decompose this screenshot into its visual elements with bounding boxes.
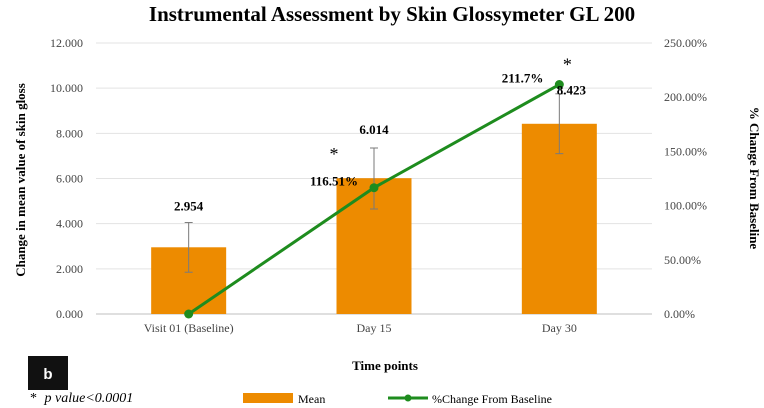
line-value-label: 116.51% bbox=[310, 174, 358, 189]
y-tick-label: 6.000 bbox=[56, 172, 83, 186]
y2-tick-label: 200.00% bbox=[664, 90, 707, 104]
y2-axis-ticks: 0.00% 50.00% 100.00% 150.00% 200.00% 250.00% bbox=[664, 36, 707, 321]
percent-change-line bbox=[184, 80, 564, 319]
line-value-label: 211.7% bbox=[502, 71, 544, 86]
data-labels: 2.954 6.014 8.423 116.51% 211.7% * * bbox=[174, 55, 586, 214]
line-point bbox=[554, 80, 564, 90]
significance-marker: * bbox=[330, 144, 339, 164]
error-bars bbox=[184, 93, 564, 273]
footnote-text: p value<0.0001 bbox=[44, 391, 134, 406]
x-tick-label: Visit 01 (Baseline) bbox=[144, 321, 234, 335]
y-tick-label: 10.000 bbox=[50, 81, 83, 95]
panel-label-box bbox=[28, 356, 68, 390]
x-tick-label: Day 15 bbox=[357, 321, 392, 335]
bar-value-label: 6.014 bbox=[359, 122, 389, 137]
bar-value-label: 2.954 bbox=[174, 199, 204, 214]
y-tick-label: 0.000 bbox=[56, 307, 83, 321]
line-point bbox=[369, 183, 379, 193]
y-tick-label: 4.000 bbox=[56, 217, 83, 231]
legend-label-mean: Mean bbox=[298, 392, 325, 406]
y2-tick-label: 0.00% bbox=[664, 307, 695, 321]
legend-swatch-marker bbox=[404, 394, 412, 402]
legend: Mean %Change From Baseline bbox=[243, 392, 552, 406]
y-tick-label: 8.000 bbox=[56, 126, 83, 140]
y2-tick-label: 100.00% bbox=[664, 199, 707, 213]
y-axis-title: Change in mean value of skin gloss bbox=[13, 83, 28, 277]
panel-label: b bbox=[43, 366, 52, 383]
y2-tick-label: 250.00% bbox=[664, 36, 707, 50]
legend-label-percent-change: %Change From Baseline bbox=[432, 392, 552, 406]
footnote: * p value<0.0001 bbox=[30, 391, 133, 406]
y-axis-ticks: 0.000 2.000 4.000 6.000 8.000 10.000 12.000 bbox=[50, 36, 83, 321]
x-tick-label: Day 30 bbox=[542, 321, 577, 335]
line-point bbox=[184, 309, 194, 319]
significance-marker: * bbox=[563, 55, 572, 75]
legend-swatch-mean bbox=[243, 393, 293, 403]
y-tick-label: 12.000 bbox=[50, 36, 83, 50]
footnote-symbol: * bbox=[30, 391, 37, 406]
bar-value-label: 8.423 bbox=[557, 83, 587, 98]
x-axis-title: Time points bbox=[352, 358, 418, 373]
y-tick-label: 2.000 bbox=[56, 262, 83, 276]
y2-tick-label: 50.00% bbox=[664, 253, 701, 267]
chart-title: Instrumental Assessment by Skin Glossyme… bbox=[149, 2, 635, 26]
y2-axis-title: % Change From Baseline bbox=[747, 107, 762, 250]
y2-tick-label: 150.00% bbox=[664, 144, 707, 158]
bar bbox=[521, 123, 597, 315]
x-axis-ticks: Visit 01 (Baseline) Day 15 Day 30 bbox=[144, 321, 577, 335]
